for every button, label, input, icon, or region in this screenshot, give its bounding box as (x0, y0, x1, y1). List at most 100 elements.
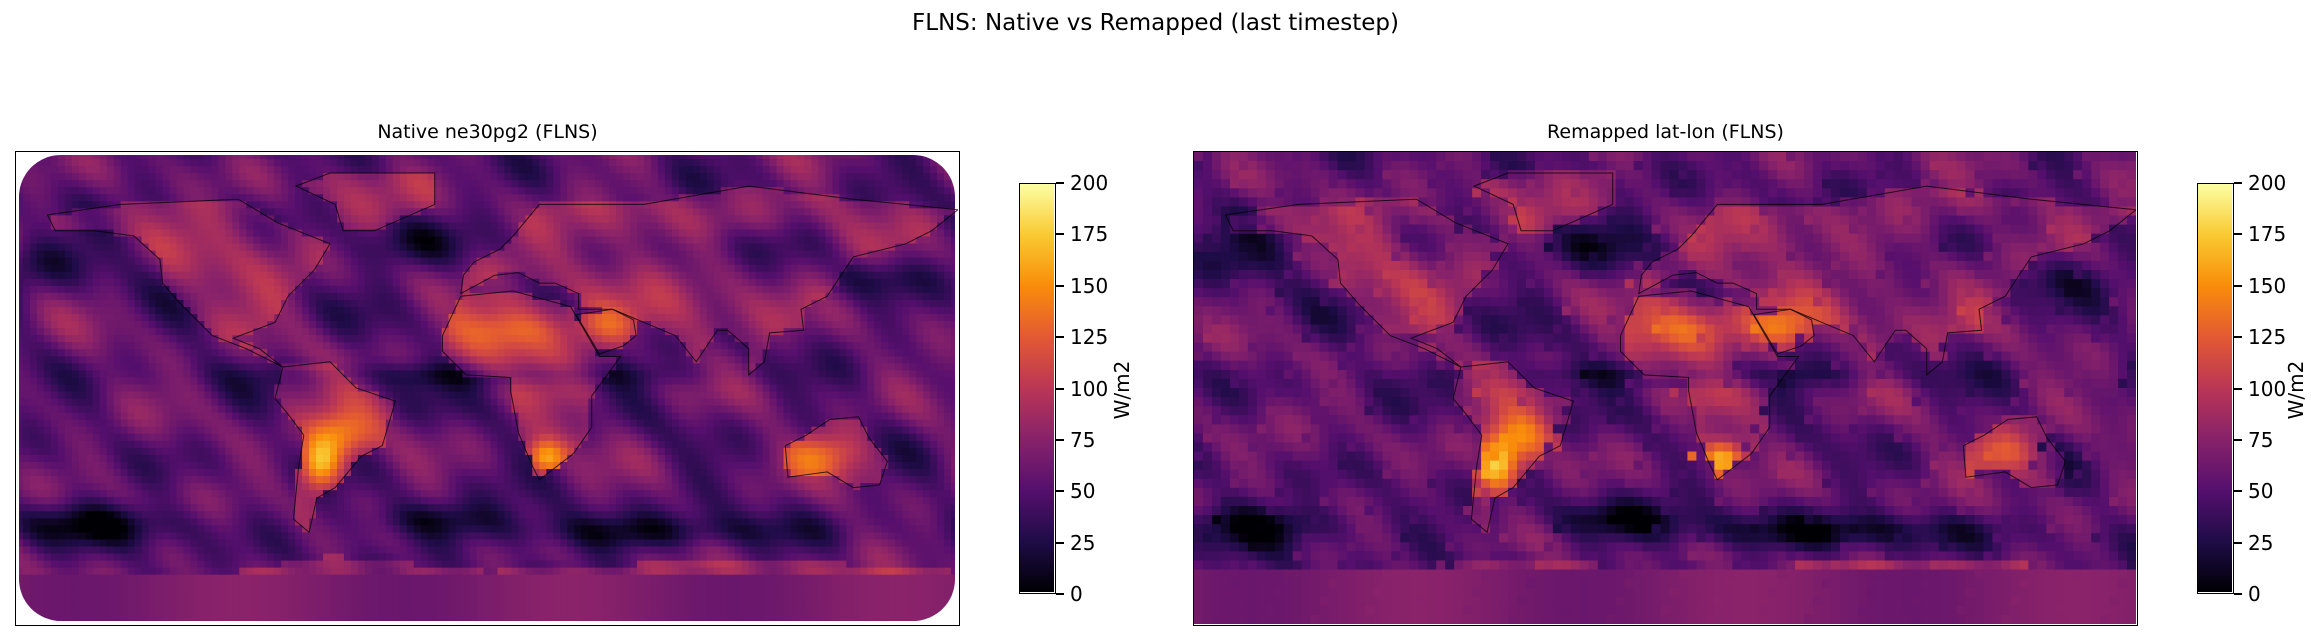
heatmap-cell (713, 208, 722, 216)
heatmap-cell (260, 208, 268, 216)
heatmap-cell (92, 194, 101, 202)
heatmap-cell (595, 278, 603, 287)
heatmap-cell (204, 314, 212, 322)
heatmap-cell (560, 250, 568, 259)
heatmap-cell (923, 405, 931, 414)
heatmap-cell (937, 257, 945, 266)
heatmap-cell (832, 398, 840, 407)
heatmap-cell (692, 159, 701, 167)
heatmap-cell (64, 391, 73, 400)
heatmap-cell (162, 349, 171, 357)
heatmap-cell (162, 335, 171, 343)
heatmap-cell (57, 166, 66, 174)
heatmap-cell (755, 159, 764, 167)
heatmap-cell (623, 278, 631, 287)
heatmap-cell (399, 222, 408, 231)
heatmap-cell (106, 222, 115, 231)
heatmap-cell (902, 285, 910, 294)
heatmap-cell (85, 215, 94, 224)
heatmap-cell (937, 215, 945, 224)
heatmap-cell (846, 405, 854, 414)
heatmap-cell (727, 155, 736, 160)
heatmap-cell (371, 335, 380, 343)
heatmap-cell (832, 173, 840, 181)
heatmap-cell (769, 264, 778, 273)
heatmap-cell (385, 229, 394, 238)
heatmap-cell (602, 264, 610, 273)
heatmap-cell (783, 278, 792, 287)
heatmap-cell (64, 201, 73, 209)
heatmap-cell (811, 159, 820, 167)
heatmap-cell (783, 229, 792, 238)
heatmap-cell (755, 321, 764, 329)
heatmap-cell (246, 278, 254, 287)
heatmap-cell (853, 236, 861, 245)
heatmap-cell (148, 222, 157, 231)
heatmap-cell (239, 405, 247, 414)
heatmap-cell (637, 292, 645, 301)
heatmap-cell (378, 321, 387, 329)
heatmap-cell (413, 299, 422, 308)
heatmap-cell (106, 356, 115, 364)
heatmap-cell (539, 328, 547, 336)
heatmap-cell (232, 391, 240, 400)
heatmap-cell (923, 271, 931, 280)
heatmap-cell (378, 292, 387, 301)
heatmap-cell (50, 229, 59, 238)
heatmap-cell (532, 264, 540, 273)
heatmap-cell (350, 257, 359, 266)
heatmap-cell (36, 159, 45, 167)
heatmap-cell (420, 243, 429, 252)
heatmap-cell (671, 335, 680, 343)
heatmap-cell (525, 292, 533, 301)
heatmap-cell (581, 173, 589, 181)
heatmap-cell (832, 314, 840, 322)
heatmap-cell (371, 321, 380, 329)
heatmap-cell (427, 155, 436, 160)
heatmap-cell (699, 222, 708, 231)
heatmap-cell (546, 370, 554, 379)
heatmap-cell (218, 285, 226, 294)
heatmap-cell (78, 155, 87, 160)
heatmap-cell (330, 236, 338, 245)
heatmap-cell (336, 208, 345, 216)
heatmap-cell (204, 342, 212, 350)
heatmap-cell (511, 328, 519, 336)
heatmap-cell (448, 236, 457, 245)
heatmap-cell (120, 377, 129, 386)
heatmap-cell (148, 159, 157, 167)
heatmap-cell (78, 328, 87, 336)
heatmap-cell (923, 314, 931, 322)
heatmap-cell (204, 166, 212, 174)
heatmap-cell (720, 356, 729, 364)
heatmap-cell (797, 187, 806, 195)
heatmap-cell (64, 250, 73, 259)
heatmap-cell (127, 356, 136, 364)
heatmap-cell (267, 264, 275, 273)
heatmap-cell (22, 342, 31, 350)
heatmap-cell (246, 264, 254, 273)
heatmap-cell (846, 384, 854, 393)
heatmap-cell (853, 166, 861, 174)
heatmap-cell (469, 194, 478, 202)
heatmap-cell (134, 384, 143, 393)
heatmap-cell (43, 314, 52, 322)
heatmap-cell (406, 257, 415, 266)
heatmap-cell (720, 314, 729, 322)
heatmap-cell (853, 377, 861, 386)
heatmap-cell (930, 264, 938, 273)
heatmap-cell (623, 306, 631, 315)
heatmap-cell (316, 391, 324, 400)
heatmap-cell (364, 271, 373, 280)
heatmap-cell (448, 180, 457, 188)
heatmap-cell (239, 356, 247, 364)
heatmap-cell (22, 257, 31, 266)
heatmap-cell (448, 250, 457, 259)
heatmap-cell (218, 384, 226, 393)
heatmap-cell (616, 356, 624, 364)
heatmap-cell (148, 257, 157, 266)
heatmap-cell (776, 180, 785, 188)
heatmap-cell (43, 292, 52, 301)
heatmap-cell (762, 342, 771, 350)
heatmap-cell (85, 264, 94, 273)
